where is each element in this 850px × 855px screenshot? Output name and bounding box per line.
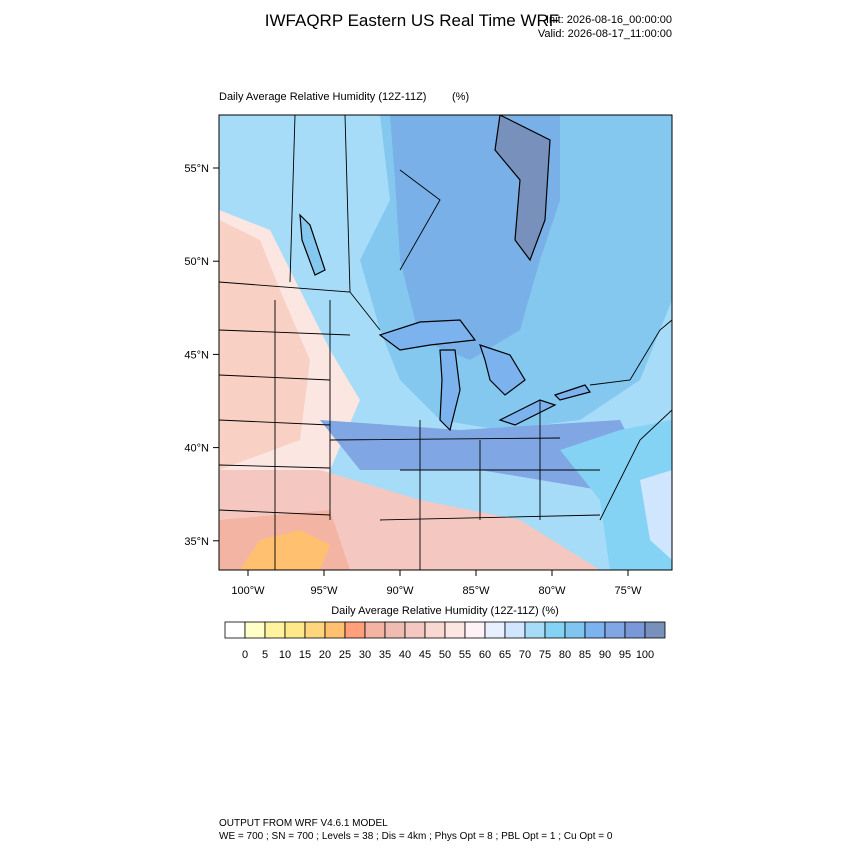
lon-label: 75°W <box>614 585 642 597</box>
map-frame <box>218 114 673 571</box>
footer-line: OUTPUT FROM WRF V4.6.1 MODEL <box>219 818 388 829</box>
colorbar-label: 5 <box>262 649 268 661</box>
lake-huron <box>479 344 526 396</box>
colorbar-label: 25 <box>339 649 351 661</box>
lon-axis: 100°W 95°W 90°W 85°W 80°W 75°W <box>231 570 642 597</box>
colorbar-box <box>604 621 626 639</box>
colorbar-box <box>304 621 326 639</box>
lon-label: 85°W <box>462 585 490 597</box>
colorbar-box <box>524 621 546 639</box>
colorbar-box <box>244 621 266 639</box>
lake-michigan <box>439 349 461 432</box>
colorbar-label: 70 <box>519 649 531 661</box>
footer-line: WE = 700 ; SN = 700 ; Levels = 38 ; Dis … <box>219 831 613 842</box>
map <box>218 114 673 571</box>
colorbar-label: 0 <box>242 649 248 661</box>
colorbar-label: 50 <box>439 649 451 661</box>
colorbar-box <box>404 621 426 639</box>
colorbar-label: 10 <box>279 649 291 661</box>
colorbar-label: 95 <box>619 649 631 661</box>
lake-winnipeg <box>299 213 326 276</box>
colorbar-label: 35 <box>379 649 391 661</box>
lake-ontario <box>553 384 591 401</box>
colorbar-box <box>564 621 586 639</box>
init-time: Init: 2026-08-16_00:00:00 <box>546 14 672 26</box>
colorbar-box <box>324 621 346 639</box>
title: IWFAQRP Eastern US Real Time WRF <box>265 11 559 30</box>
colorbar-box <box>384 621 406 639</box>
lon-label: 100°W <box>231 585 265 597</box>
colorbar-box <box>644 621 666 639</box>
dry-region <box>219 220 310 470</box>
ocean <box>560 420 672 570</box>
colorbar-box <box>624 621 646 639</box>
colorbar: 0 5 10 15 20 25 30 35 40 45 50 55 60 65 70 75 80 85 90 95 10… <box>224 621 666 661</box>
borders <box>219 115 672 570</box>
lat-label: 35°N <box>184 536 209 548</box>
colorbar-label: 15 <box>299 649 311 661</box>
colorbar-box <box>544 621 566 639</box>
lon-label: 90°W <box>386 585 414 597</box>
colorbar-label: 55 <box>459 649 471 661</box>
colorbar-box <box>584 621 606 639</box>
colorbar-label: 60 <box>479 649 491 661</box>
colorbar-title: Daily Average Relative Humidity (12Z-11Z… <box>331 605 559 617</box>
colorbar-box <box>364 621 386 639</box>
hudson-bay <box>494 115 551 262</box>
colorbar-label: 85 <box>579 649 591 661</box>
colorbar-box <box>264 621 286 639</box>
colorbar-label: 65 <box>499 649 511 661</box>
colorbar-label: 75 <box>539 649 551 661</box>
colorbar-box <box>484 621 506 639</box>
map-title: Daily Average Relative Humidity (12Z-11Z… <box>219 91 426 103</box>
colorbar-box <box>464 621 486 639</box>
colorbar-label: 45 <box>419 649 431 661</box>
colorbar-label: 40 <box>399 649 411 661</box>
lat-axis: 55°N 50°N 45°N 40°N 35°N <box>184 163 219 548</box>
lake-erie <box>498 399 557 426</box>
valid-time: Valid: 2026-08-17_11:00:00 <box>538 28 672 40</box>
colorbar-label: 30 <box>359 649 371 661</box>
colorbar-box <box>504 621 526 639</box>
colorbar-label: 80 <box>559 649 571 661</box>
colorbar-box <box>284 621 306 639</box>
dry-region <box>240 530 330 570</box>
lat-label: 40°N <box>184 443 209 455</box>
colorbar-label: 90 <box>599 649 611 661</box>
ocean <box>640 470 672 560</box>
map-units: (%) <box>452 91 469 103</box>
lat-label: 55°N <box>184 163 209 175</box>
lake-superior <box>378 319 477 351</box>
colorbar-box <box>424 621 446 639</box>
colorbar-box <box>224 621 246 639</box>
lat-label: 50°N <box>184 256 209 268</box>
lon-label: 80°W <box>538 585 566 597</box>
colorbar-label: 20 <box>319 649 331 661</box>
colorbar-box <box>344 621 366 639</box>
colorbar-label: 100 <box>636 649 654 661</box>
lon-label: 95°W <box>310 585 338 597</box>
lat-label: 45°N <box>184 349 209 361</box>
colorbar-box <box>444 621 466 639</box>
